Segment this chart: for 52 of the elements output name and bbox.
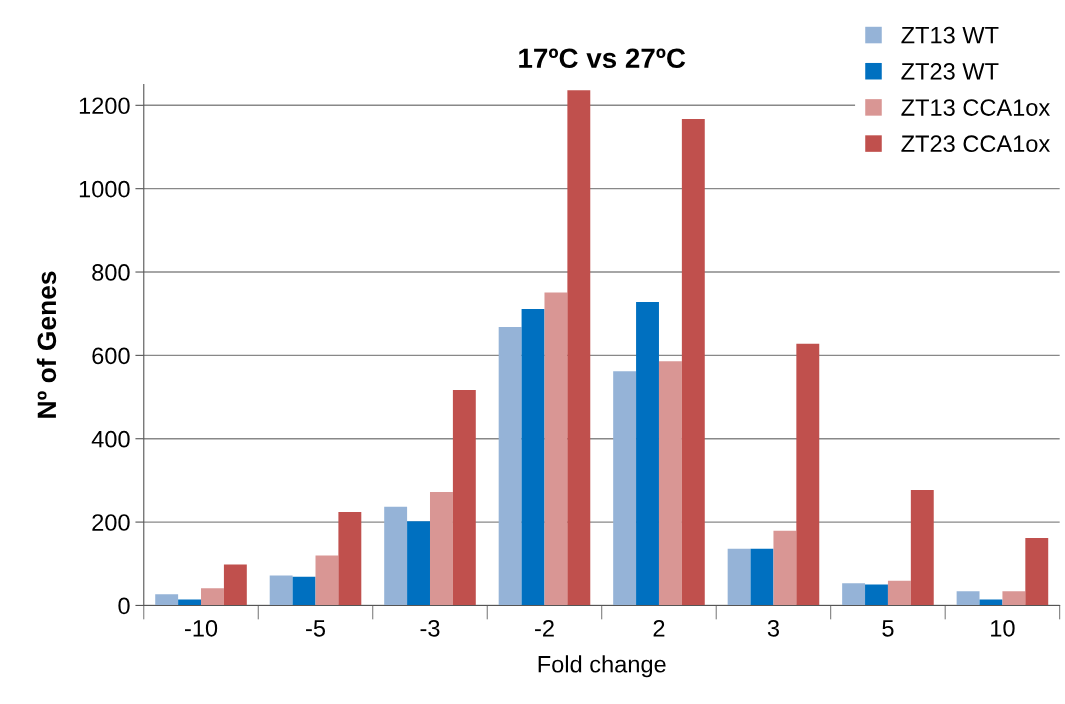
bar	[498, 327, 522, 606]
bar	[452, 389, 476, 606]
bar	[773, 530, 797, 606]
legend-label: ZT23 CCA1ox	[901, 135, 1050, 153]
bar	[727, 548, 751, 606]
y-tick-label: 600	[92, 347, 130, 365]
bar	[292, 576, 316, 606]
bar	[338, 512, 362, 606]
x-tick-label: -10	[185, 619, 218, 637]
x-tick-label: 3	[767, 619, 779, 637]
bar	[681, 119, 705, 606]
bar	[315, 555, 339, 606]
bar	[155, 594, 179, 606]
y-tick-label: 0	[118, 597, 130, 615]
x-tick-label: -2	[535, 619, 554, 637]
bar	[956, 591, 980, 606]
bar	[613, 371, 637, 606]
bar	[750, 548, 774, 606]
bar	[269, 575, 293, 606]
x-axis-title: Fold change	[538, 655, 666, 678]
legend-label: ZT13 CCA1ox	[901, 99, 1050, 116]
bar	[1025, 537, 1049, 606]
bar	[865, 584, 888, 606]
legend-label: ZT13 WT	[901, 26, 999, 44]
bar	[796, 343, 820, 606]
bar	[384, 506, 408, 606]
legend-label: ZT23 WT	[901, 63, 999, 80]
y-tick-label: 200	[92, 514, 130, 531]
bar	[842, 583, 866, 606]
bar	[544, 292, 568, 606]
bar	[521, 309, 545, 606]
bar	[201, 588, 224, 606]
y-tick-label: 1000	[79, 180, 130, 198]
bar	[407, 521, 430, 606]
x-tick-label: 10	[991, 619, 1015, 637]
bar	[636, 302, 659, 606]
y-tick-label: 800	[92, 264, 130, 281]
y-tick-label: 1200	[79, 97, 130, 115]
x-tick-label: 5	[882, 620, 894, 637]
y-tick-label: 400	[91, 430, 130, 448]
bar	[910, 490, 934, 606]
chart-title: 17ºC vs 27ºC	[519, 48, 686, 69]
bar	[223, 564, 247, 606]
x-tick-label: 2	[653, 619, 665, 637]
bar	[429, 492, 453, 606]
bar	[658, 361, 682, 606]
y-axis-title: Nº of Genes	[36, 271, 57, 418]
bar	[1002, 591, 1026, 606]
bar	[887, 580, 911, 606]
x-tick-label: -5	[306, 620, 326, 637]
bar	[567, 90, 591, 606]
x-tick-label: -3	[420, 619, 440, 637]
